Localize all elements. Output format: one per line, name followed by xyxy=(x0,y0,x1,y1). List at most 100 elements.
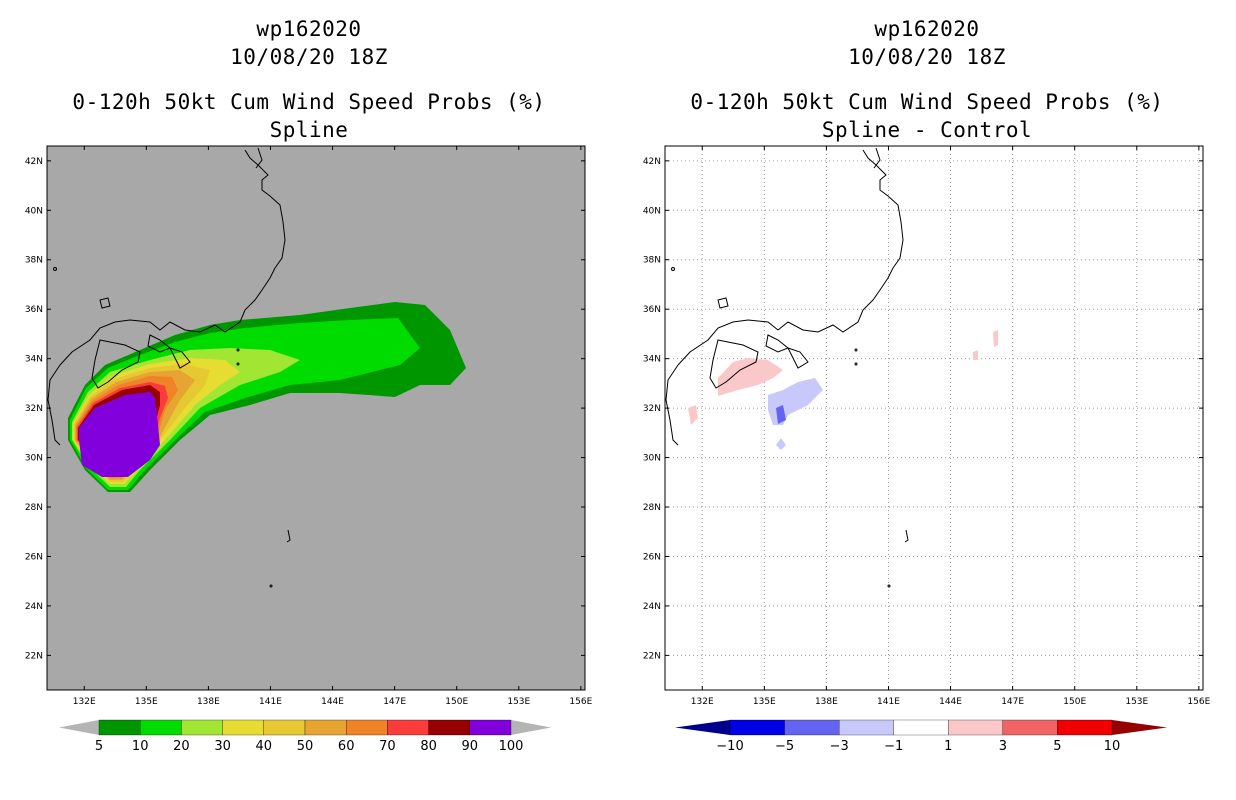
colorbar-swatch xyxy=(1002,719,1058,736)
lon-tick-label: 150E xyxy=(445,697,468,707)
map-background xyxy=(665,146,1203,690)
negative-3-5 xyxy=(776,405,786,424)
lat-tick-label: 30N xyxy=(25,454,43,464)
lon-tick-label: 141E xyxy=(877,697,900,707)
right-panel: wp162020 10/08/20 18Z 0-120h 50kt Cum Wi… xyxy=(618,0,1236,800)
lon-tick-label: 156E xyxy=(1187,697,1210,707)
colorbar-swatch xyxy=(469,719,512,736)
colorbar-label: −10 xyxy=(716,739,743,754)
lat-tick-label: 34N xyxy=(643,355,661,365)
lon-tick-label: 132E xyxy=(691,697,714,707)
colorbar-label: 40 xyxy=(256,739,273,754)
positive-1-3 xyxy=(688,405,698,425)
colorbar: −10 −5 −3 −1 1 3 5 10 xyxy=(675,719,1167,754)
colorbar-label: −1 xyxy=(884,739,903,754)
lat-tick-label: 28N xyxy=(643,503,661,513)
colorbar-swatch xyxy=(784,719,840,736)
probability-map: 132E 135E 138E 141E 144E 147E 150E 153E 156E 22N 2… xyxy=(25,145,593,754)
lon-tick-label: 153E xyxy=(507,697,530,707)
colorbar-swatch xyxy=(838,719,894,736)
lon-tick-label: 147E xyxy=(1001,697,1024,707)
lon-tick-label: 132E xyxy=(73,697,96,707)
positive-1-3 xyxy=(993,330,998,347)
lat-tick-label: 42N xyxy=(25,157,43,167)
coastlines xyxy=(665,147,909,588)
lat-tick-label: 32N xyxy=(25,404,43,414)
lat-tick-label: 28N xyxy=(25,503,43,513)
lon-tick-label: 144E xyxy=(321,697,344,707)
lon-tick-label: 147E xyxy=(383,697,406,707)
positive-1-3 xyxy=(973,350,978,360)
colorbar-swatch xyxy=(428,719,470,736)
product-title: 0-120h 50kt Cum Wind Speed Probs (%) xyxy=(72,90,546,114)
negative-1-3 xyxy=(776,438,786,450)
colorbar-label: 20 xyxy=(173,739,190,754)
lat-tick-label: 40N xyxy=(25,206,43,216)
colorbar-swatch xyxy=(387,719,429,736)
colorbar-swatch xyxy=(304,719,347,736)
lon-tick-label: 141E xyxy=(259,697,282,707)
colorbar-label: 5 xyxy=(95,739,103,754)
colorbar-label: 50 xyxy=(297,739,314,754)
colorbar-swatch xyxy=(1057,719,1113,736)
colorbar-label: 80 xyxy=(420,739,437,754)
lat-tick-label: 34N xyxy=(25,355,43,365)
colorbar-swatch xyxy=(893,719,949,736)
lon-tick-label: 150E xyxy=(1063,697,1086,707)
colorbar-label: 90 xyxy=(462,739,479,754)
difference-map: 132E 135E 138E 141E 144E 147E 150E 153E 156E 22N 2… xyxy=(643,145,1211,754)
colorbar-swatch xyxy=(181,719,223,736)
lat-tick-label: 40N xyxy=(643,206,661,216)
lon-tick-label: 144E xyxy=(939,697,962,707)
colorbar-swatch xyxy=(263,719,306,736)
colorbar-label: 10 xyxy=(132,739,149,754)
product-title: 0-120h 50kt Cum Wind Speed Probs (%) xyxy=(690,90,1164,114)
lat-tick-label: 38N xyxy=(25,256,43,266)
colorbar-high-arrow xyxy=(1112,720,1167,735)
colorbar-label: 100 xyxy=(499,739,524,754)
colorbar-label: 1 xyxy=(944,739,952,754)
colorbar-swatch xyxy=(729,719,785,736)
left-panel: wp162020 10/08/20 18Z 0-120h 50kt Cum Wi… xyxy=(25,17,593,754)
lat-tick-label: 32N xyxy=(643,404,661,414)
colorbar-high-arrow xyxy=(511,720,551,735)
lon-tick-label: 135E xyxy=(135,697,158,707)
colorbar-label: 70 xyxy=(379,739,396,754)
lat-tick-label: 22N xyxy=(643,651,661,661)
colorbar-label: 3 xyxy=(999,739,1007,754)
panel-subtitle: Spline xyxy=(269,118,349,142)
storm-id: wp162020 xyxy=(874,17,980,41)
colorbar-label: 5 xyxy=(1053,739,1061,754)
lat-tick-label: 26N xyxy=(643,552,661,562)
colorbar-swatch xyxy=(346,719,388,736)
lon-tick-label: 138E xyxy=(815,697,838,707)
lon-tick-label: 153E xyxy=(1125,697,1148,707)
lon-tick-label: 138E xyxy=(197,697,220,707)
forecast-datetime: 10/08/20 18Z xyxy=(848,45,1006,69)
panel-subtitle: Spline - Control xyxy=(821,118,1033,142)
axis-ticks: 132E 135E 138E 141E 144E 147E 150E 153E 156E 22N 2… xyxy=(643,146,1211,707)
lat-tick-label: 24N xyxy=(25,602,43,612)
lon-tick-label: 156E xyxy=(569,697,592,707)
lat-tick-label: 36N xyxy=(25,305,43,315)
lat-tick-label: 26N xyxy=(25,552,43,562)
lat-tick-label: 24N xyxy=(643,602,661,612)
colorbar: 5 10 20 30 40 50 60 70 80 90 100 xyxy=(59,719,551,754)
contour-100 xyxy=(79,392,160,477)
colorbar-label: 60 xyxy=(338,739,355,754)
map-frame xyxy=(46,145,586,691)
colorbar-low-arrow xyxy=(59,720,99,735)
grid-lines xyxy=(665,146,1203,690)
colorbar-label: 10 xyxy=(1104,739,1121,754)
colorbar-label: 30 xyxy=(214,739,231,754)
lat-tick-label: 22N xyxy=(25,651,43,661)
storm-id: wp162020 xyxy=(256,17,362,41)
difference-contours xyxy=(688,330,998,450)
forecast-datetime: 10/08/20 18Z xyxy=(230,45,388,69)
axis-ticks: 132E 135E 138E 141E 144E 147E 150E 153E 156E 22N 2… xyxy=(25,146,593,707)
colorbar-swatch xyxy=(948,719,1004,736)
colorbar-label: −3 xyxy=(830,739,849,754)
lon-tick-label: 135E xyxy=(753,697,776,707)
coastlines xyxy=(47,147,291,588)
colorbar-low-arrow xyxy=(675,720,730,735)
